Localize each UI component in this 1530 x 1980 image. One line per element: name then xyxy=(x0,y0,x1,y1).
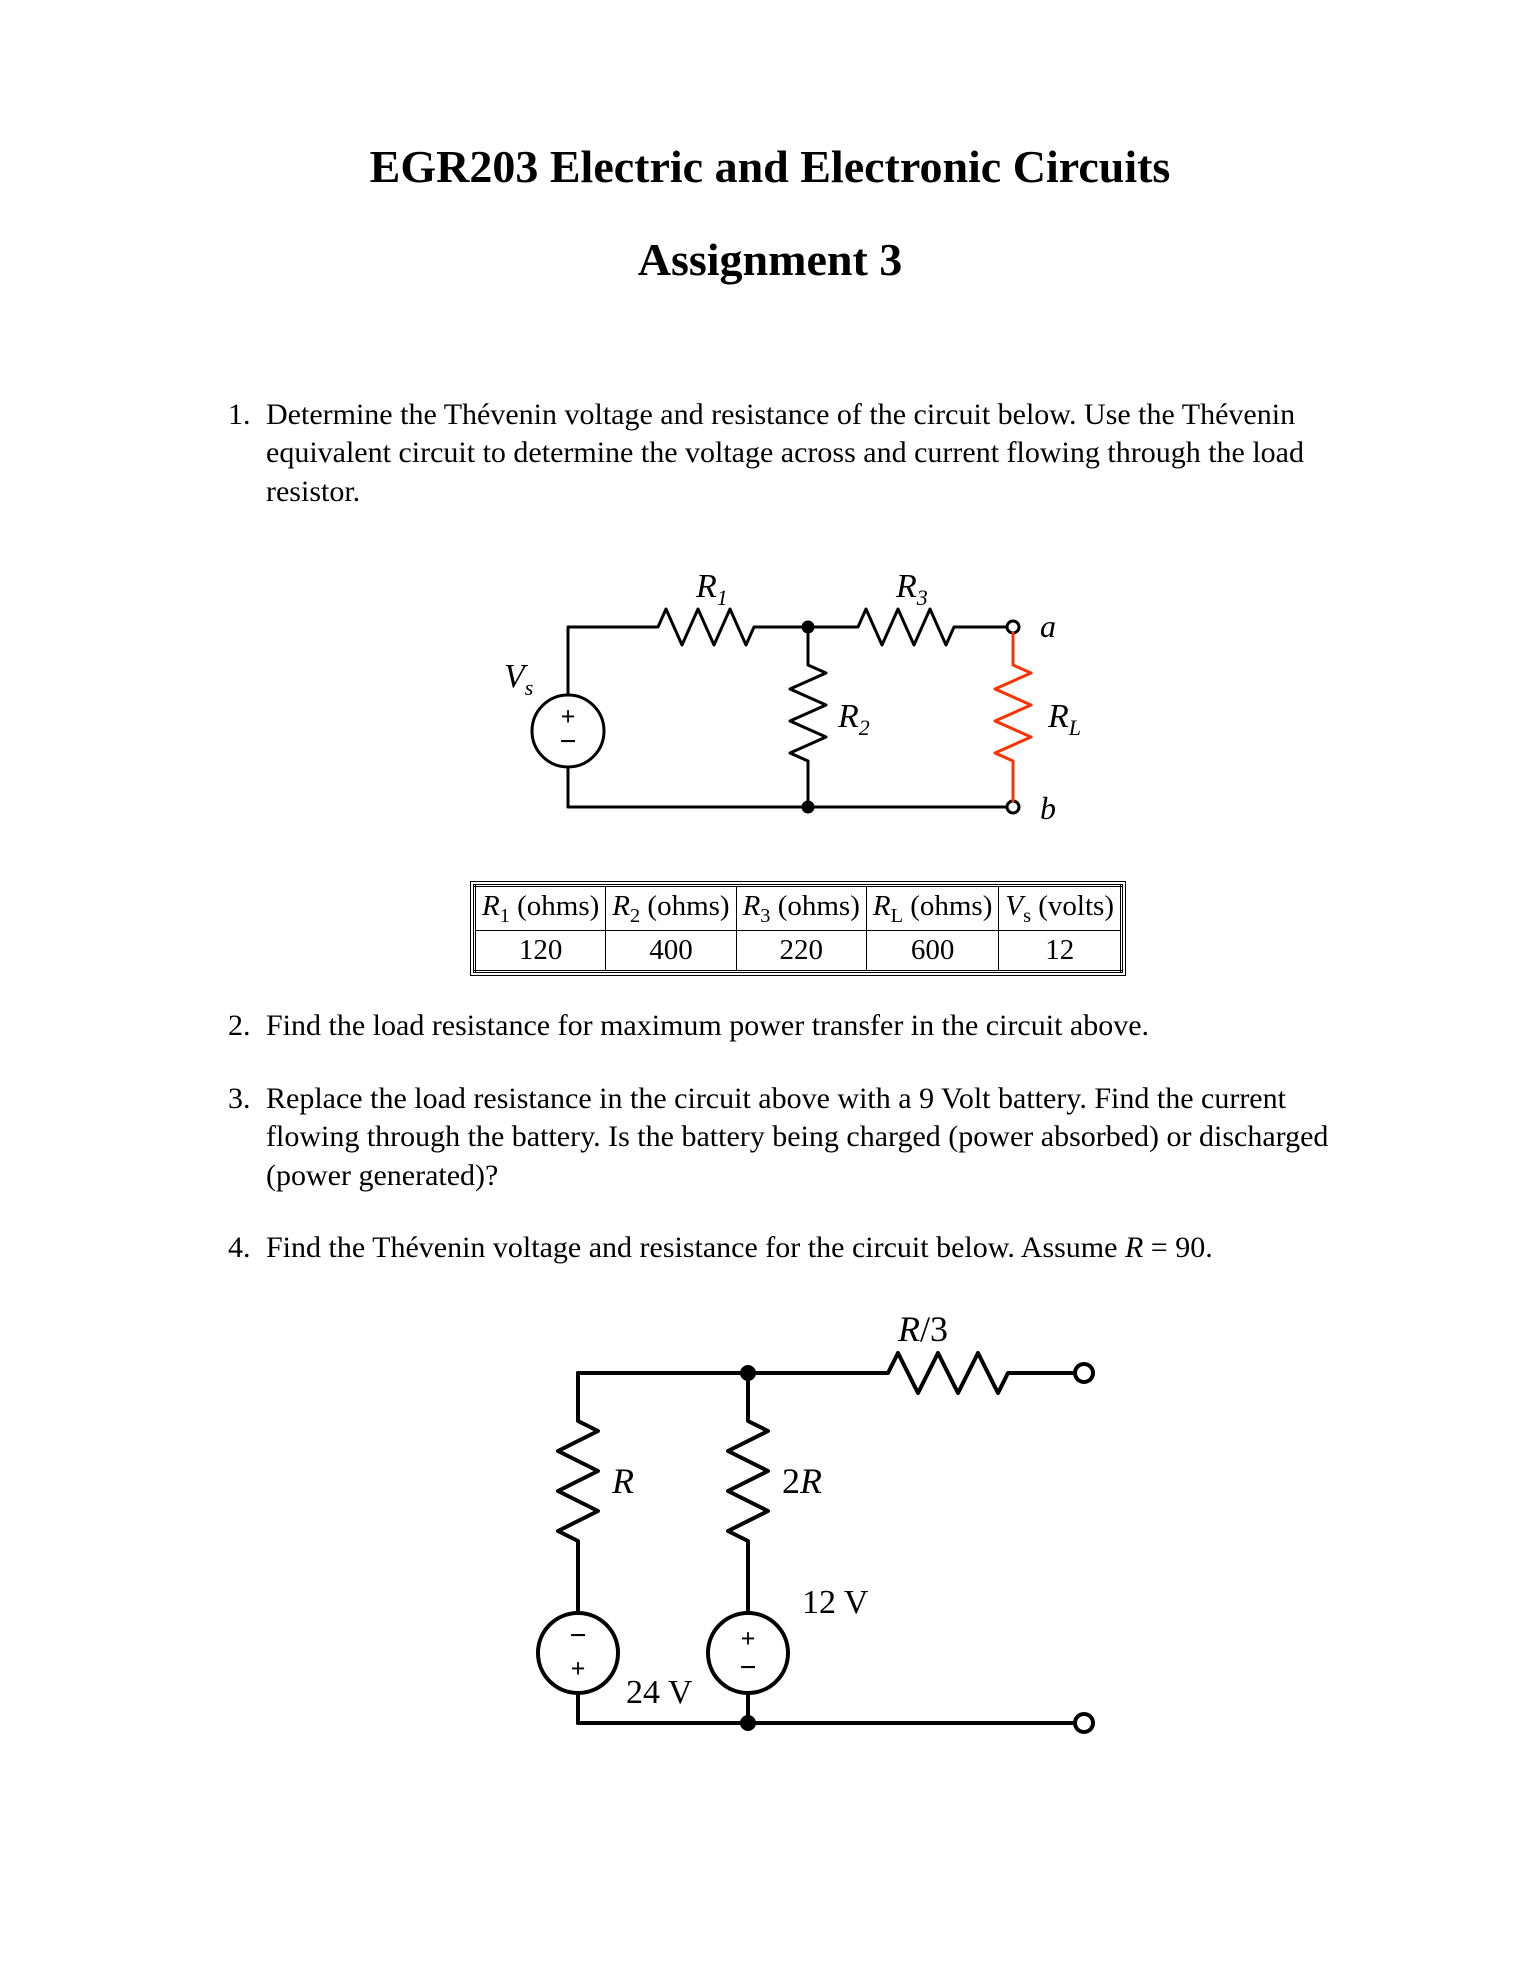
table-header-row: R1 (ohms) R2 (ohms) R3 (ohms) RL (ohms) … xyxy=(475,885,1122,931)
svg-text:−: − xyxy=(559,725,576,758)
svg-text:+: + xyxy=(571,1654,586,1683)
page-title: EGR203 Electric and Electronic Circuits xyxy=(210,140,1330,193)
col-header: RL (ohms) xyxy=(866,885,999,931)
svg-text:R/3: R/3 xyxy=(897,1309,948,1349)
question-3-text: Replace the load resistance in the circu… xyxy=(266,1082,1328,1192)
question-4-text-post: = 90. xyxy=(1143,1231,1212,1264)
document-page: EGR203 Electric and Electronic Circuits … xyxy=(0,0,1530,1898)
param-table: R1 (ohms) R2 (ohms) R3 (ohms) RL (ohms) … xyxy=(473,884,1123,974)
col-header: Vs (volts) xyxy=(999,885,1122,931)
circuit-2-svg: − + + − R 2R R/3 12 V 24 V xyxy=(478,1303,1118,1753)
circuit-2-figure: − + + − R 2R R/3 12 V 24 V xyxy=(266,1303,1330,1763)
svg-text:a: a xyxy=(1040,608,1056,644)
page-subtitle: Assignment 3 xyxy=(210,233,1330,286)
table-cell: 400 xyxy=(606,931,736,972)
svg-text:R3: R3 xyxy=(895,568,928,610)
svg-text:Vs: Vs xyxy=(504,658,533,700)
question-4-var: R xyxy=(1125,1231,1143,1264)
col-header: R2 (ohms) xyxy=(606,885,736,931)
svg-text:−: − xyxy=(739,1651,756,1684)
svg-text:−: − xyxy=(569,1619,586,1652)
question-4-text-pre: Find the Thévenin voltage and resistance… xyxy=(266,1231,1125,1264)
table-cell: 220 xyxy=(736,931,866,972)
svg-text:12 V: 12 V xyxy=(802,1584,869,1621)
svg-text:2R: 2R xyxy=(782,1461,822,1501)
question-list: Determine the Thévenin voltage and resis… xyxy=(210,396,1330,1764)
table-cell: 120 xyxy=(475,931,606,972)
table-cell: 12 xyxy=(999,931,1122,972)
question-1-text: Determine the Thévenin voltage and resis… xyxy=(266,398,1304,508)
svg-text:+: + xyxy=(741,1624,756,1653)
param-table-wrap: R1 (ohms) R2 (ohms) R3 (ohms) RL (ohms) … xyxy=(266,884,1330,974)
circuit-1-figure: R1 R3 R2 RL Vs a b + − xyxy=(266,537,1330,857)
circuit-1-svg: R1 R3 R2 RL Vs a b + − xyxy=(488,537,1108,847)
table-row: 120 400 220 600 12 xyxy=(475,931,1122,972)
svg-text:b: b xyxy=(1040,790,1056,826)
col-header: R1 (ohms) xyxy=(475,885,606,931)
table-cell: 600 xyxy=(866,931,999,972)
question-1: Determine the Thévenin voltage and resis… xyxy=(258,396,1330,973)
svg-text:R1: R1 xyxy=(695,568,728,610)
question-3: Replace the load resistance in the circu… xyxy=(258,1080,1330,1195)
question-2: Find the load resistance for maximum pow… xyxy=(258,1007,1330,1045)
question-2-text: Find the load resistance for maximum pow… xyxy=(266,1009,1149,1042)
svg-text:R2: R2 xyxy=(837,698,870,740)
svg-text:R: R xyxy=(611,1461,634,1501)
svg-text:24 V: 24 V xyxy=(626,1674,693,1711)
svg-text:RL: RL xyxy=(1047,698,1081,740)
col-header: R3 (ohms) xyxy=(736,885,866,931)
question-4: Find the Thévenin voltage and resistance… xyxy=(258,1229,1330,1764)
